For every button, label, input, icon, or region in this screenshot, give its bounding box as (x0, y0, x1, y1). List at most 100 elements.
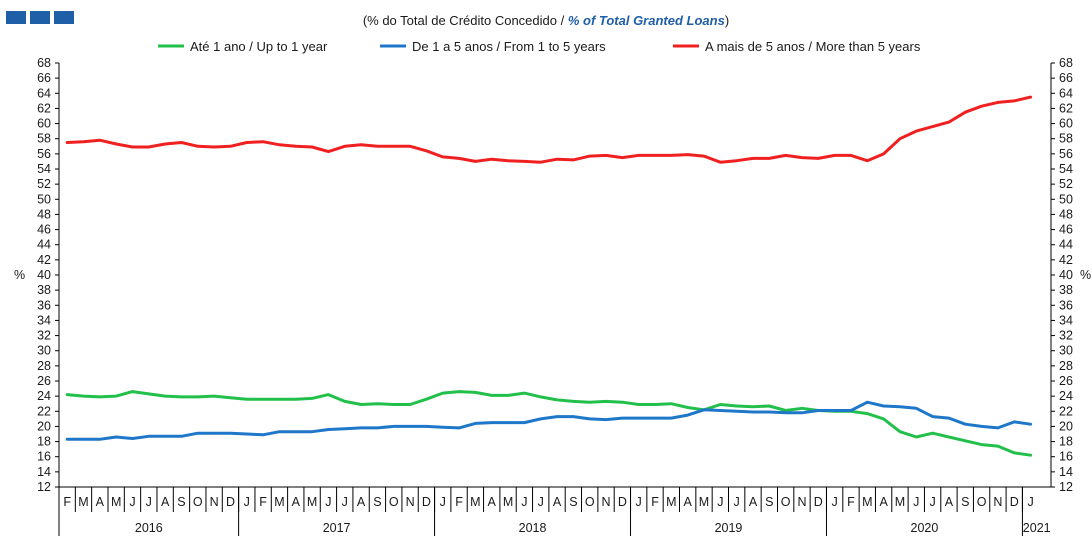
y-tick-label-right: 44 (1059, 238, 1073, 252)
y-tick-label-left: 38 (37, 283, 51, 297)
x-tick-label-month: O (389, 495, 399, 509)
y-tick-label-left: 42 (37, 253, 51, 267)
x-tick-label-month: F (63, 495, 71, 509)
series-line-2 (65, 95, 1033, 164)
x-tick-label-month: D (814, 495, 823, 509)
x-tick-label-month: A (553, 495, 562, 509)
brand-logo (6, 11, 74, 24)
y-tick-label-right: 60 (1059, 117, 1073, 131)
x-tick-label-month: M (895, 495, 905, 509)
y-tick-label-left: 60 (37, 117, 51, 131)
y-tick-label-left: 54 (37, 162, 51, 176)
y-axis-unit-left: % (14, 268, 25, 282)
x-tick-label-month: F (259, 495, 267, 509)
y-tick-label-left: 12 (37, 480, 51, 494)
x-tick-label-month: S (961, 495, 969, 509)
y-tick-label-right: 12 (1059, 480, 1073, 494)
y-tick-label-left: 64 (37, 86, 51, 100)
y-tick-label-left: 34 (37, 313, 51, 327)
x-tick-label-month: M (111, 495, 121, 509)
y-tick-label-right: 22 (1059, 404, 1073, 418)
x-tick-label-month: A (749, 495, 758, 509)
y-tick-label-right: 42 (1059, 253, 1073, 267)
y-tick-label-left: 18 (37, 435, 51, 449)
y-tick-label-right: 68 (1059, 56, 1073, 70)
x-tick-label-month: N (210, 495, 219, 509)
legend-label-more-than-5-years: A mais de 5 anos / More than 5 years (705, 39, 921, 54)
x-tick-label-month: S (765, 495, 773, 509)
y-tick-label-left: 20 (37, 419, 51, 433)
y-tick-label-right: 48 (1059, 207, 1073, 221)
x-tick-label-month: M (666, 495, 676, 509)
x-tick-label-month: A (488, 495, 497, 509)
y-tick-label-left: 14 (37, 465, 51, 479)
x-tick-label-month: D (618, 495, 627, 509)
x-tick-label-month: S (177, 495, 185, 509)
y-tick-label-right: 30 (1059, 344, 1073, 358)
x-tick-label-month: S (569, 495, 577, 509)
x-tick-label-month: N (797, 495, 806, 509)
x-tick-label-month: A (357, 495, 366, 509)
y-tick-label-left: 44 (37, 238, 51, 252)
y-tick-label-right: 32 (1059, 329, 1073, 343)
x-tick-label-month: F (651, 495, 659, 509)
y-tick-label-left: 66 (37, 71, 51, 85)
x-tick-label-month: A (879, 495, 888, 509)
y-tick-label-right: 34 (1059, 313, 1073, 327)
x-tick-label-month: A (161, 495, 170, 509)
y-tick-label-left: 24 (37, 389, 51, 403)
x-tick-label-month: M (470, 495, 480, 509)
series-lines (65, 95, 1033, 457)
x-tick-label-month: J (244, 495, 250, 509)
x-tick-label-month: M (862, 495, 872, 509)
x-tick-label-month: N (602, 495, 611, 509)
x-tick-label-month: N (993, 495, 1002, 509)
x-tick-label-month: N (406, 495, 415, 509)
x-tick-label-month: F (455, 495, 463, 509)
chart-title-close: ) (725, 13, 729, 28)
x-tick-label-month: J (734, 495, 740, 509)
x-tick-label-month: J (325, 495, 331, 509)
y-tick-label-right: 50 (1059, 192, 1073, 206)
legend: Até 1 ano / Up to 1 year De 1 a 5 anos /… (158, 39, 921, 54)
x-tick-label-year: 2021 (1023, 521, 1051, 535)
x-tick-label-month: O (193, 495, 203, 509)
x-tick-label-month: A (945, 495, 954, 509)
chart-title-pt: (% do Total de Crédito Concedido / (363, 13, 568, 28)
x-tick-label-month: M (78, 495, 88, 509)
x-tick-label-month: O (585, 495, 595, 509)
x-tick-label-month: O (781, 495, 791, 509)
x-tick-label-month: J (717, 495, 723, 509)
y-tick-label-left: 40 (37, 268, 51, 282)
x-tick-label-month: J (538, 495, 544, 509)
x-tick-label-year: 2019 (715, 521, 743, 535)
x-tick-label-year: 2016 (135, 521, 163, 535)
x-tick-label-month: D (1010, 495, 1019, 509)
x-tick-label-month: M (307, 495, 317, 509)
x-tick-label-month: F (847, 495, 855, 509)
x-tick-label-month: D (422, 495, 431, 509)
y-tick-label-left: 62 (37, 101, 51, 115)
x-tick-label-month: J (342, 495, 348, 509)
series-line-0 (65, 390, 1033, 457)
x-tick-label-month: M (274, 495, 284, 509)
y-tick-label-left: 16 (37, 450, 51, 464)
y-tick-label-left: 28 (37, 359, 51, 373)
y-tick-label-right: 56 (1059, 147, 1073, 161)
y-tick-label-right: 40 (1059, 268, 1073, 282)
y-tick-label-right: 24 (1059, 389, 1073, 403)
x-tick-label-month: J (521, 495, 527, 509)
y-tick-label-right: 28 (1059, 359, 1073, 373)
x-tick-label-year: 2020 (911, 521, 939, 535)
x-tick-label-month: J (832, 495, 838, 509)
y-tick-label-right: 52 (1059, 177, 1073, 191)
x-tick-label-month: O (977, 495, 987, 509)
y-tick-label-left: 48 (37, 207, 51, 221)
y-tick-label-right: 36 (1059, 298, 1073, 312)
legend-label-up-to-1-year: Até 1 ano / Up to 1 year (190, 39, 328, 54)
x-tick-label-month: J (129, 495, 135, 509)
y-axis-unit-right: % (1080, 268, 1091, 282)
y-tick-label-left: 36 (37, 298, 51, 312)
